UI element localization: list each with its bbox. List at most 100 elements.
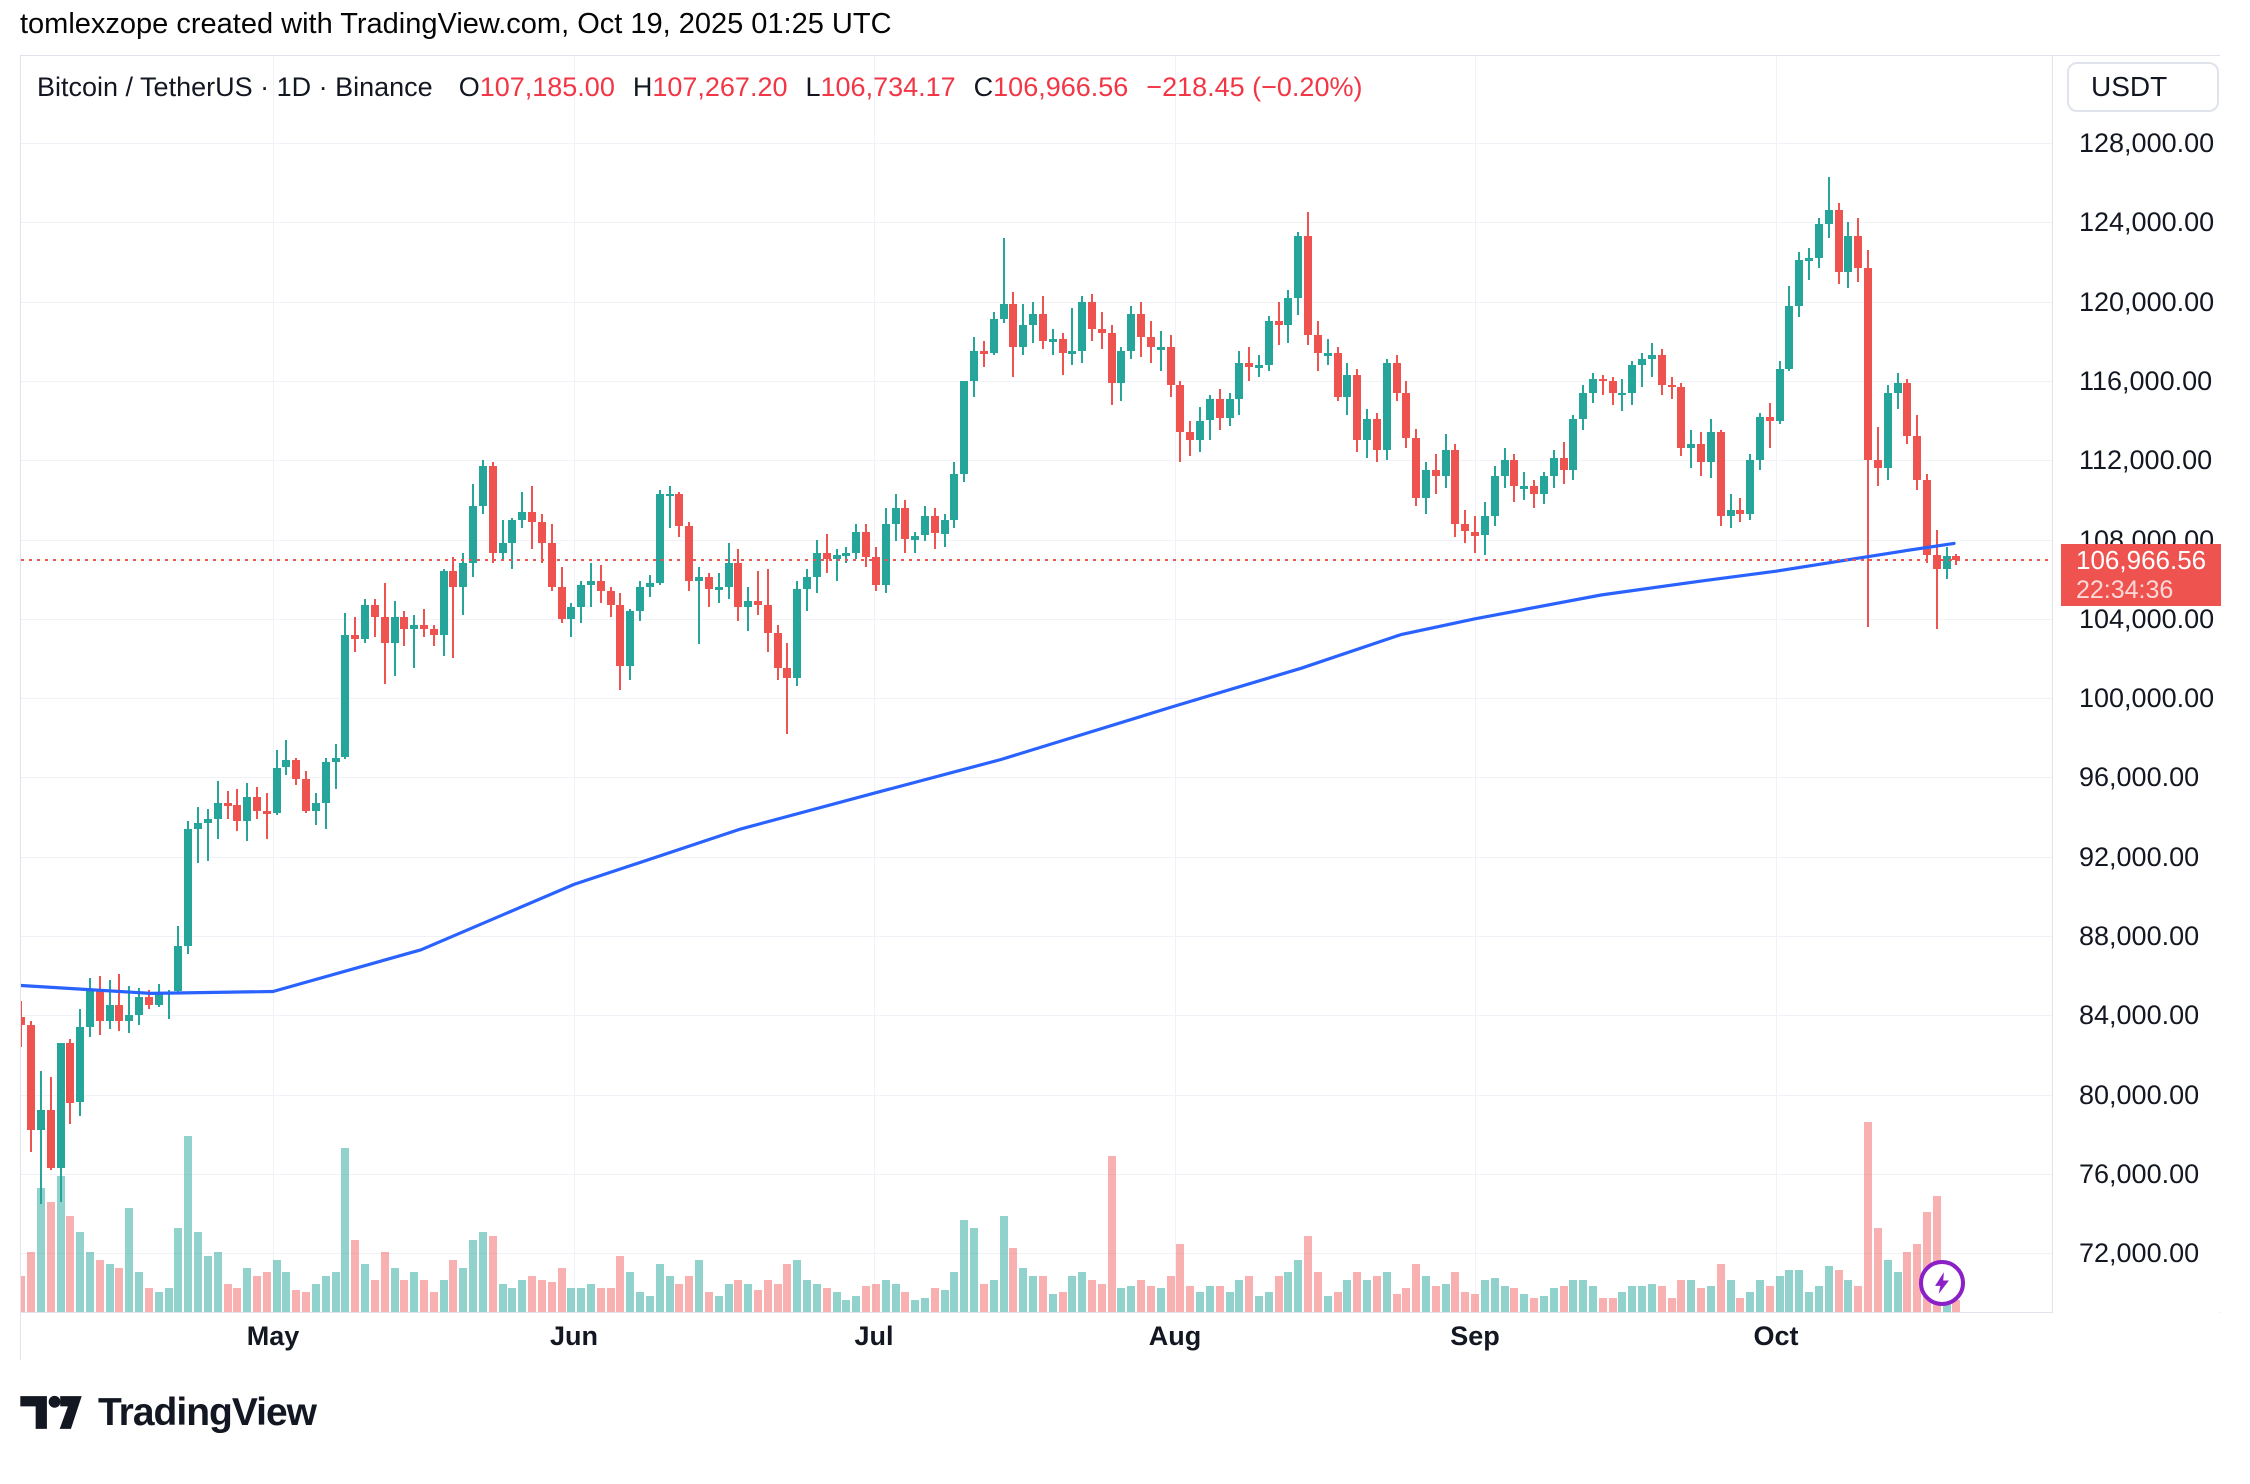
- candle: [1048, 339, 1057, 342]
- candle-wick: [835, 549, 838, 582]
- grid-line-v: [874, 56, 875, 1312]
- volume-bar: [970, 1228, 979, 1312]
- volume-bar: [911, 1300, 920, 1312]
- volume-bar: [557, 1268, 566, 1312]
- change-value: −218.45 (−0.20%): [1146, 72, 1363, 102]
- last-price-tag: 106,966.56 22:34:36: [2061, 544, 2221, 606]
- candle: [1333, 353, 1342, 397]
- volume-bar: [66, 1216, 75, 1312]
- candle: [420, 624, 428, 629]
- candle: [744, 600, 753, 607]
- volume-bar: [1490, 1278, 1499, 1312]
- volume-bar: [803, 1280, 812, 1312]
- time-axis-month-label[interactable]: Oct: [1753, 1321, 1799, 1351]
- candle: [1294, 236, 1303, 298]
- candle-wick: [1326, 339, 1329, 366]
- symbol-title[interactable]: Bitcoin / TetherUS · 1D · Binance: [37, 72, 433, 102]
- volume-bar: [537, 1280, 546, 1312]
- grid-line-h: [21, 301, 2052, 303]
- volume-bar: [1520, 1294, 1529, 1312]
- candle-wick: [1690, 430, 1693, 469]
- candle: [1117, 351, 1126, 383]
- volume-bar: [1392, 1294, 1401, 1312]
- time-axis[interactable]: May Jun Jul Aug Sep Oct: [21, 1313, 2221, 1360]
- volume-bar: [596, 1288, 605, 1312]
- tradingview-logo[interactable]: TradingView: [18, 1390, 317, 1435]
- attribution-text: tomlexzope created with TradingView.com,…: [20, 8, 892, 40]
- lightning-icon[interactable]: [1919, 1260, 1965, 1306]
- volume-bar: [636, 1292, 645, 1312]
- candle: [1402, 392, 1411, 439]
- grid-line-v: [1175, 56, 1176, 1312]
- volume-bar: [1205, 1286, 1214, 1312]
- candle: [518, 511, 527, 520]
- grid-line-h: [21, 1094, 2052, 1096]
- volume-bar: [655, 1264, 664, 1312]
- volume-bar: [744, 1284, 753, 1312]
- volume-bar: [1854, 1286, 1863, 1312]
- candle: [1058, 339, 1067, 354]
- candle: [1176, 384, 1185, 433]
- volume-bar: [400, 1280, 409, 1312]
- candle-wick: [521, 491, 524, 528]
- candle-wick: [285, 739, 288, 776]
- volume-bar: [1343, 1280, 1352, 1312]
- volume-bar: [1215, 1286, 1224, 1312]
- time-axis-month-label[interactable]: Jul: [854, 1321, 894, 1351]
- volume-bar: [1441, 1284, 1450, 1312]
- candle: [1687, 444, 1696, 449]
- chart-plot-area[interactable]: Bitcoin / TetherUS · 1D · Binance O107,18…: [21, 56, 2053, 1313]
- volume-bar: [1883, 1260, 1892, 1312]
- candle: [812, 553, 821, 578]
- volume-bar: [174, 1228, 183, 1312]
- candle: [1618, 392, 1627, 396]
- candle: [1549, 458, 1558, 476]
- candle: [1864, 267, 1872, 461]
- candle: [302, 779, 311, 812]
- volume-bar: [695, 1260, 703, 1312]
- currency-toggle-button[interactable]: USDT: [2067, 62, 2219, 112]
- volume-bar: [1756, 1280, 1764, 1312]
- tradingview-logo-text: TradingView: [98, 1390, 317, 1434]
- candle: [1844, 236, 1853, 272]
- volume-bar: [1412, 1264, 1421, 1312]
- candle: [1029, 313, 1037, 326]
- volume-bar: [675, 1284, 684, 1312]
- candle: [262, 811, 271, 814]
- volume-bar: [1647, 1284, 1656, 1312]
- volume-bar: [1019, 1268, 1028, 1312]
- price-axis[interactable]: USDT 128,000.00 124,000.00 120,000.00 116,0…: [2053, 56, 2221, 1312]
- volume-bar: [282, 1272, 291, 1312]
- last-price-line: [21, 559, 2052, 561]
- candle: [76, 1027, 85, 1103]
- price-axis-label: 88,000.00: [2079, 921, 2200, 951]
- candle: [27, 1025, 35, 1131]
- candle: [174, 945, 183, 992]
- tradingview-logo-icon: [20, 1395, 82, 1429]
- price-axis-label: 128,000.00: [2079, 128, 2215, 158]
- volume-bar: [1667, 1298, 1676, 1312]
- candle: [989, 319, 998, 354]
- candle: [1264, 321, 1273, 365]
- grid-line-h: [21, 222, 2052, 224]
- chart-legend[interactable]: Bitcoin / TetherUS · 1D · Binance O107,18…: [37, 72, 1362, 103]
- candle-wick: [982, 341, 985, 367]
- candle: [1372, 418, 1381, 451]
- candle: [203, 819, 212, 823]
- time-axis-month-label[interactable]: Jun: [549, 1321, 599, 1351]
- candle-wick: [1159, 331, 1162, 371]
- volume-bar: [311, 1284, 320, 1312]
- volume-bar: [852, 1296, 861, 1312]
- candle: [1225, 398, 1234, 419]
- time-axis-month-label[interactable]: Sep: [1450, 1321, 1500, 1351]
- volume-bar: [1598, 1298, 1607, 1312]
- candle: [1500, 460, 1509, 477]
- time-axis-month-label[interactable]: May: [246, 1321, 300, 1351]
- candle: [56, 1043, 65, 1168]
- candle: [1088, 301, 1096, 330]
- volume-bar: [1225, 1292, 1234, 1312]
- candle: [754, 600, 762, 605]
- candle-wick: [1061, 333, 1064, 375]
- candle: [871, 557, 880, 586]
- time-axis-month-label[interactable]: Aug: [1148, 1321, 1202, 1351]
